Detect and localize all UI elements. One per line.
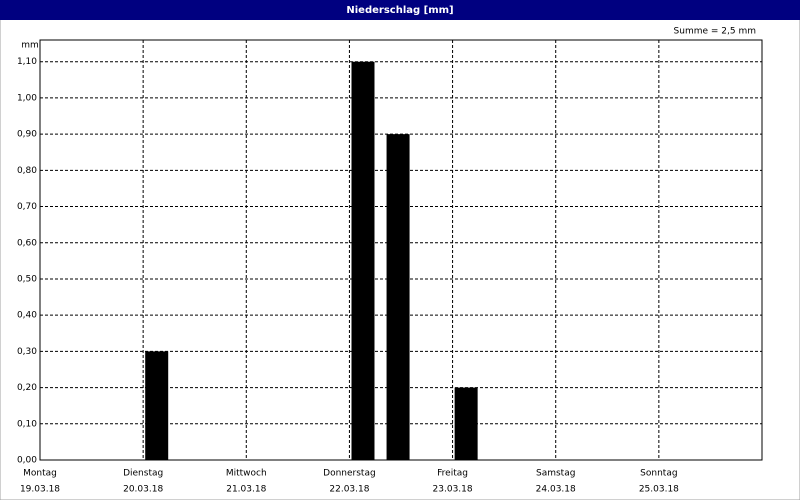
y-tick-label: 0,30 <box>17 347 37 357</box>
x-tick-day: Montag <box>23 469 57 479</box>
y-tick-label: 0,20 <box>17 383 37 393</box>
y-tick-label: 0,60 <box>17 238 37 248</box>
x-tick-day: Sonntag <box>640 469 677 479</box>
y-tick-label: 0,50 <box>17 274 37 284</box>
y-tick-label: 0,90 <box>17 130 37 140</box>
x-tick-date: 21.03.18 <box>226 485 266 495</box>
y-tick-label: 0,00 <box>17 456 37 466</box>
x-tick-date: 22.03.18 <box>329 485 369 495</box>
y-tick-label: 0,70 <box>17 202 37 212</box>
annotation: Summe = 2,5 mm <box>674 27 756 37</box>
x-tick-day: Freitag <box>437 469 468 479</box>
bar <box>145 351 169 460</box>
y-tick-label: 0,40 <box>17 311 37 321</box>
x-tick-day: Dienstag <box>123 469 163 479</box>
y-tick-label: 1,10 <box>17 57 37 67</box>
x-tick-date: 24.03.18 <box>536 485 576 495</box>
x-tick-day: Mittwoch <box>226 469 267 479</box>
x-tick-date: 19.03.18 <box>20 485 60 495</box>
y-tick-label: 1,00 <box>17 93 37 103</box>
y-tick-label: 0,80 <box>17 166 37 176</box>
x-tick-date: 20.03.18 <box>123 485 163 495</box>
y-axis-label: mm <box>21 41 39 51</box>
title-bar <box>0 0 800 20</box>
x-tick-date: 23.03.18 <box>433 485 473 495</box>
x-tick-date: 25.03.18 <box>639 485 679 495</box>
chart-title: Niederschlag [mm] <box>346 5 453 16</box>
y-tick-label: 0,10 <box>17 419 37 429</box>
x-tick-day: Donnerstag <box>323 469 376 479</box>
bar <box>454 387 478 460</box>
bar <box>351 61 375 461</box>
bar <box>386 134 410 460</box>
x-tick-day: Samstag <box>536 469 575 479</box>
